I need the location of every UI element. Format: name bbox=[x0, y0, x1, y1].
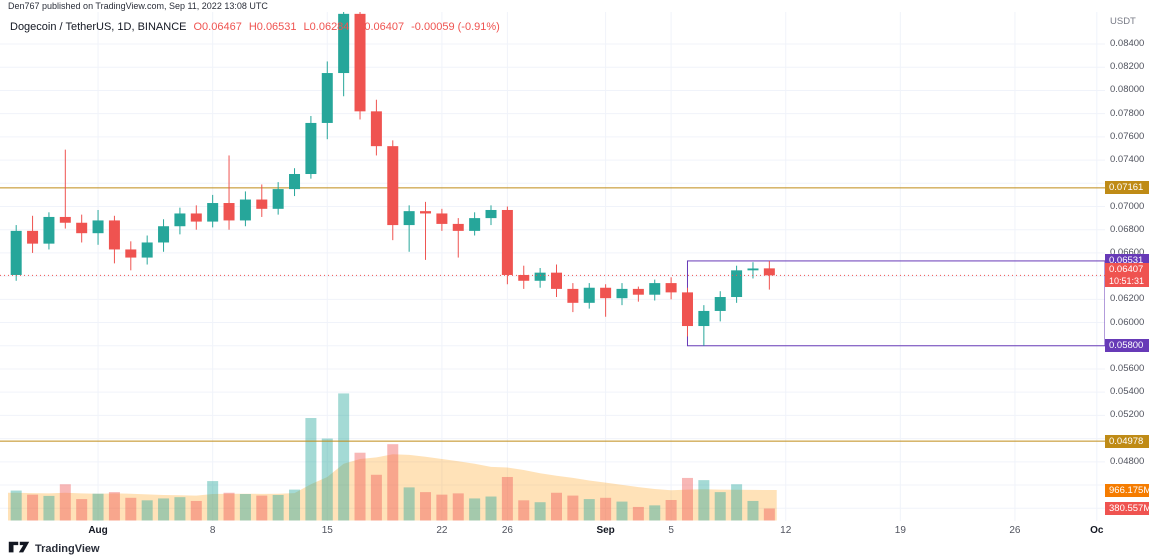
time-label: 15 bbox=[321, 525, 333, 536]
price-tick: 0.07800 bbox=[1110, 107, 1145, 119]
price-tick: 0.07400 bbox=[1110, 154, 1145, 166]
time-label: 26 bbox=[501, 525, 513, 536]
ohlc-low: L0.06284 bbox=[304, 21, 350, 33]
time-label: Sep bbox=[596, 525, 615, 536]
tradingview-logo-icon[interactable] bbox=[8, 539, 30, 559]
ohlc-high: H0.06531 bbox=[249, 21, 297, 33]
volume-label[interactable]: 380.557M bbox=[1105, 502, 1149, 515]
ohlc-high-value: 0.06531 bbox=[256, 21, 297, 33]
price-tick: 0.06600 bbox=[1110, 246, 1145, 258]
price-tick: 0.06800 bbox=[1110, 223, 1145, 235]
price-tick: 0.05200 bbox=[1110, 409, 1145, 421]
price-label-gold-upper[interactable]: 0.07161 bbox=[1105, 181, 1149, 195]
ohlc-close: C0.06407 bbox=[356, 21, 404, 33]
price-tick: 0.05400 bbox=[1110, 386, 1145, 398]
ohlc-close-value: 0.06407 bbox=[364, 21, 405, 33]
price-tick: 0.06200 bbox=[1110, 293, 1145, 305]
ohlc-low-value: 0.06284 bbox=[309, 21, 350, 33]
time-label: 5 bbox=[668, 525, 674, 536]
chart-legend: Dogecoin / TetherUS, 1D, BINANCE O0.0646… bbox=[10, 21, 500, 33]
price-tick: 0.08000 bbox=[1110, 84, 1145, 96]
axis-currency-label: USDT bbox=[1110, 16, 1136, 27]
volume-ma-label[interactable]: 966.175M bbox=[1105, 483, 1149, 497]
time-label: Oc bbox=[1090, 525, 1104, 536]
change-value: -0.00059 (-0.91%) bbox=[411, 21, 500, 33]
price-axis[interactable]: USDT 0.04800 0.05200 0.05400 0.05600 0.06000… bbox=[1105, 12, 1149, 521]
price-tick: 0.06000 bbox=[1110, 316, 1145, 328]
price-label-gold-lower[interactable]: 0.04978 bbox=[1105, 434, 1149, 448]
footer: TradingView bbox=[8, 540, 100, 558]
price-label-last[interactable]: 0.06407 10:51:31 bbox=[1105, 263, 1149, 288]
ohlc-low-label: L bbox=[303, 21, 310, 33]
ohlc-open: O0.06467 bbox=[193, 21, 241, 33]
price-tick: 0.05600 bbox=[1110, 362, 1145, 374]
time-axis[interactable]: Aug 8 15 22 26 Sep 5 12 19 26 Oc bbox=[0, 521, 1149, 540]
symbol-title[interactable]: Dogecoin / TetherUS, 1D, BINANCE bbox=[10, 21, 187, 33]
time-label: 19 bbox=[894, 525, 906, 536]
time-label: 22 bbox=[436, 525, 448, 536]
time-label: 26 bbox=[1009, 525, 1021, 536]
time-label: 8 bbox=[209, 525, 216, 536]
time-label: Aug bbox=[88, 525, 108, 536]
ohlc-open-label: O bbox=[193, 21, 203, 33]
ohlc-close-label: C bbox=[356, 21, 365, 33]
price-tick: 0.07000 bbox=[1110, 200, 1145, 212]
time-label: 12 bbox=[780, 525, 792, 536]
price-tick: 0.08200 bbox=[1110, 61, 1145, 73]
ohlc-open-value: 0.06467 bbox=[202, 21, 242, 33]
countdown-timer: 10:51:31 bbox=[1109, 276, 1145, 287]
ohlc-high-label: H bbox=[248, 21, 257, 33]
price-label-box-bottom[interactable]: 0.05800 bbox=[1105, 339, 1149, 353]
attribution-text: Den767 published on TradingView.com, Sep… bbox=[8, 1, 268, 11]
price-tick: 0.08400 bbox=[1110, 38, 1145, 50]
price-tick: 0.04800 bbox=[1110, 455, 1145, 467]
tradingview-wordmark[interactable]: TradingView bbox=[35, 543, 100, 555]
price-tick: 0.07600 bbox=[1110, 130, 1145, 142]
